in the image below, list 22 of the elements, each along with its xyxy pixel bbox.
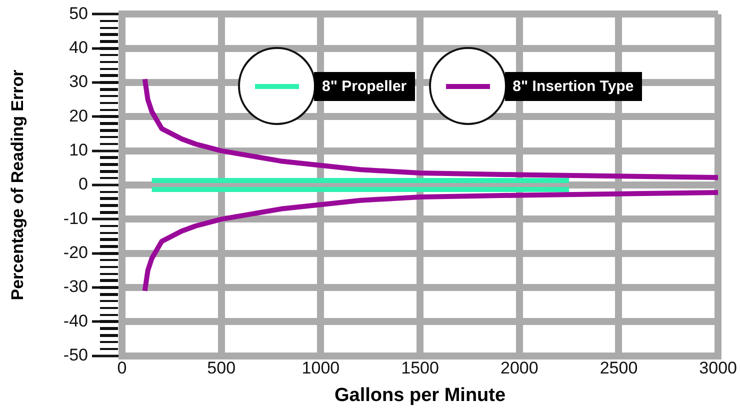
y-tick-label: -50: [63, 345, 88, 364]
y-axis-title: Percentage of Reading Error: [8, 69, 27, 300]
x-tick-label: 2500: [600, 358, 638, 378]
y-tick-label: -30: [63, 277, 88, 296]
x-tick-label: 1000: [302, 358, 340, 378]
y-tick-label: -40: [63, 311, 88, 330]
y-tick-label: 0: [78, 174, 88, 194]
legend-label: 8" Propeller: [314, 72, 415, 100]
x-tick-label: 3000: [699, 358, 738, 378]
x-tick-label: 0: [117, 358, 127, 378]
x-axis-title: Gallons per Minute: [334, 384, 506, 406]
y-tick-label: 50: [69, 4, 88, 23]
y-tick-label: -10: [63, 208, 88, 228]
x-tick-label: 2000: [500, 358, 538, 378]
y-tick-label: 20: [69, 106, 88, 126]
y-tick-label: 40: [69, 38, 88, 58]
legend-label: 8" Insertion Type: [504, 72, 642, 100]
y-tick-label: 10: [69, 140, 88, 160]
x-tick-label: 500: [207, 358, 236, 378]
x-tick-label: 1500: [401, 358, 439, 378]
y-tick-label: 30: [69, 72, 88, 92]
y-tick-label: -20: [63, 243, 88, 262]
